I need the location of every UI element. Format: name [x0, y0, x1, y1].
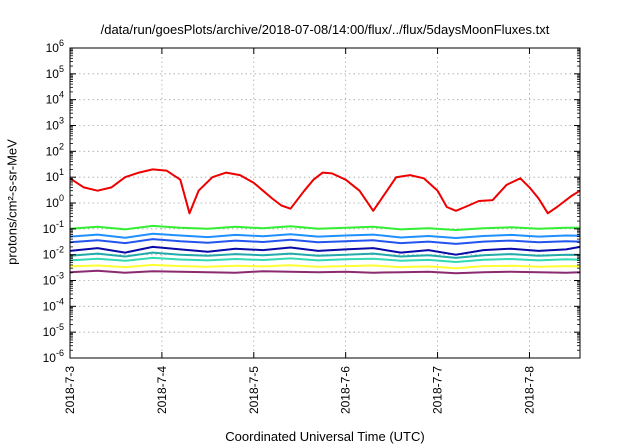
y-tick-label: 10-2 [43, 245, 64, 262]
x-tick-label: 2018-7-8 [522, 366, 536, 414]
x-tick-label: 2018-7-3 [63, 366, 77, 414]
y-tick-label: 104 [46, 90, 64, 107]
series-line-1 [69, 269, 581, 275]
series-line-3 [69, 256, 581, 263]
y-tick-label: 10-1 [43, 219, 64, 236]
grid-lines [70, 48, 580, 358]
y-axis-ticks: 106 105 104 103 102 101 100 10-1 10-2 10-3 10-4 10-… [43, 38, 580, 365]
y-tick-label: 106 [46, 38, 64, 55]
series-line-2 [69, 263, 581, 270]
x-axis-ticks: 2018-7-3 2018-7-4 2018-7-5 2018-7-6 2018-7-7… [63, 48, 536, 414]
x-tick-label: 2018-7-5 [247, 366, 261, 414]
x-tick-label: 2018-7-6 [339, 366, 353, 414]
chart-title: /data/run/goesPlots/archive/2018-07-08/1… [100, 22, 550, 37]
y-tick-label: 105 [46, 64, 64, 81]
y-tick-label: 103 [46, 116, 64, 133]
y-tick-label: 10-3 [43, 271, 64, 288]
y-tick-label: 101 [46, 167, 64, 184]
y-tick-label: 10-6 [43, 348, 64, 365]
y-tick-label: 100 [46, 193, 64, 210]
y-tick-label: 10-5 [43, 322, 64, 339]
series-line-7 [69, 232, 581, 239]
series-line-4 [69, 251, 581, 259]
x-tick-label: 2018-7-7 [431, 366, 445, 414]
y-tick-label: 10-4 [43, 296, 64, 313]
series-line-6 [69, 238, 581, 245]
series-line-5 [69, 245, 581, 256]
x-tick-label: 2018-7-4 [155, 366, 169, 414]
series-line-8 [69, 224, 580, 231]
x-axis-label: Coordinated Universal Time (UTC) [225, 429, 425, 444]
y-tick-label: 102 [46, 141, 64, 158]
data-series [69, 168, 581, 275]
series-line-9 [69, 168, 581, 215]
